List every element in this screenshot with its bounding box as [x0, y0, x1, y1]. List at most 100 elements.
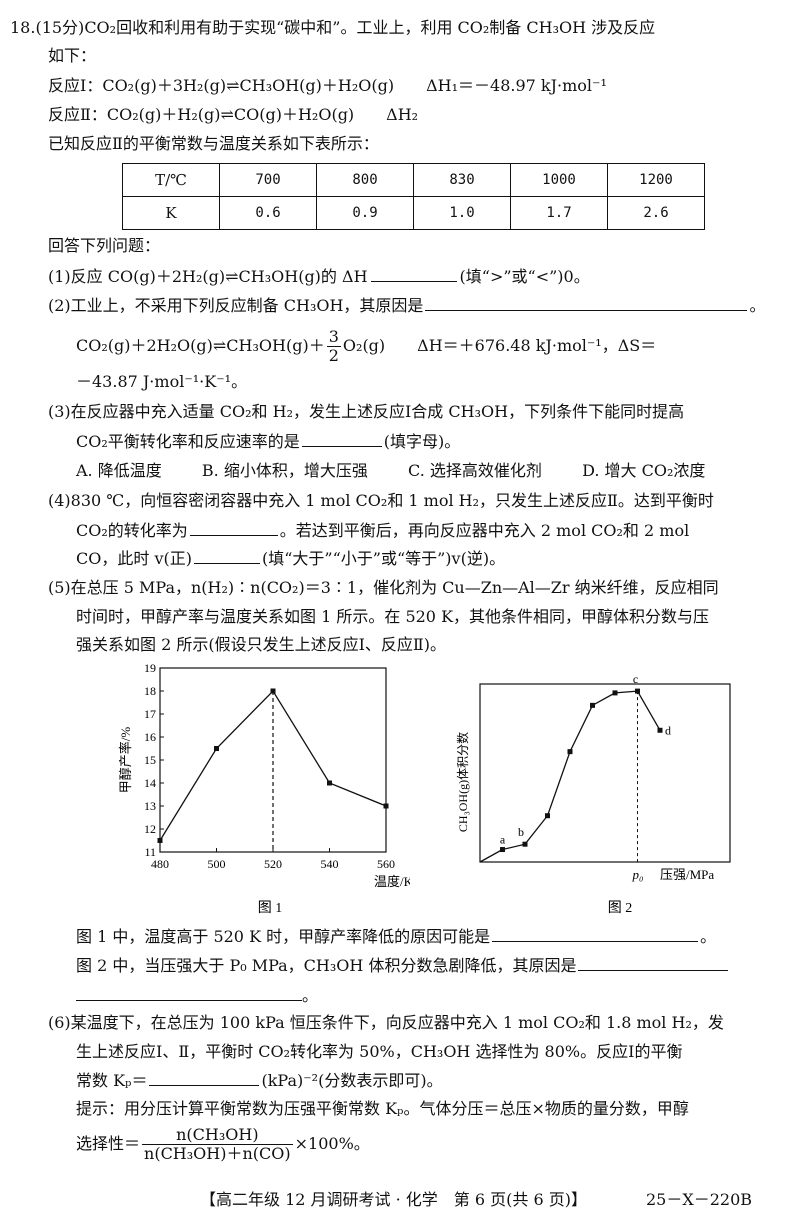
q2-answer-blank[interactable] — [425, 294, 748, 311]
q5-fig2-text: 图 2 中，当压强大于 P₀ MPa，CH₃OH 体积分数急剧降低，其原因是 — [76, 956, 577, 975]
table-cell-temp: 700 — [219, 163, 317, 197]
q2-eq-left: CO₂(g)＋2H₂O(g)⇌CH₃OH(g)＋ — [76, 336, 325, 355]
figure-1-data-point — [270, 688, 276, 694]
q5-fig2-blank-1[interactable] — [578, 954, 729, 971]
figure-2-point-label: b — [518, 825, 524, 839]
q6-kp-text: 常数 Kₚ＝ — [76, 1071, 148, 1090]
figure-2-data-point — [567, 749, 573, 755]
figure-2-p0-tick: p₀ — [631, 867, 643, 882]
table-cell-k: 1.7 — [510, 196, 608, 230]
q2-frac-den: 2 — [328, 346, 339, 365]
q3-option-b: B. 缩小体积，增大压强 — [201, 461, 368, 480]
question-number: 18. — [10, 18, 36, 37]
reaction-1: 反应Ⅰ：CO₂(g)＋3H₂(g)⇌CH₃OH(g)＋H₂O(g) ΔH₁＝－4… — [48, 76, 607, 95]
figure-2-point-label: a — [500, 833, 506, 847]
q5-fig1-question: 图 1 中，温度高于 520 K 时，甲醇产率降低的原因可能是 。 — [76, 925, 716, 948]
figure-1-ytick-label: 14 — [144, 776, 156, 790]
q1-answer-blank[interactable] — [370, 265, 457, 282]
table-header-k: K — [122, 196, 220, 230]
question-header: 18.(15分)CO₂回收和利用有助于实现“碳中和”。工业上，利用 CO₂制备 … — [10, 17, 655, 39]
q6-sel-num: n(CH₃OH) — [142, 1126, 293, 1145]
figure-1-ytick-label: 17 — [144, 707, 156, 721]
q2-equation: CO₂(g)＋2H₂O(g)⇌CH₃OH(g)＋ 3 2 O₂(g) ΔH＝＋676.… — [76, 328, 656, 365]
q2-text: (2)工业上，不采用下列反应制备 CH₃OH，其原因是 — [48, 296, 424, 315]
q5-fig2-blank-2[interactable] — [76, 984, 302, 1001]
table-cell-temp: 830 — [413, 163, 511, 197]
figure-1-xtick-label: 540 — [321, 857, 339, 871]
q5-fig1-blank[interactable] — [492, 925, 699, 942]
figure-2-data-point — [500, 847, 505, 853]
q3-answer-blank[interactable] — [301, 430, 382, 447]
q6-selectivity-formula: 选择性＝ n(CH₃OH) n(CH₃OH)＋n(CO) ×100%。 — [76, 1124, 370, 1164]
q6-kp-unit: (kPa)⁻²(分数表示即可)。 — [261, 1071, 443, 1090]
q6-line2: 生上述反应Ⅰ、Ⅱ，平衡时 CO₂转化率为 50%，CH₃OH 选择性为 80%。… — [76, 1042, 683, 1061]
figure-1-ytick-label: 19 — [144, 661, 156, 675]
q3-hint: (填字母)。 — [383, 432, 461, 451]
figure-2-data-point — [612, 690, 618, 696]
q3-option-c: C. 选择高效催化剂 — [408, 461, 542, 480]
q5-fig2-question: 图 2 中，当压强大于 P₀ MPa，CH₃OH 体积分数急剧降低，其原因是 — [76, 954, 729, 977]
q3-option-a: A. 降低温度 — [76, 461, 162, 480]
question-intro-line2: 如下： — [48, 46, 97, 65]
q6-sel-tail: ×100%。 — [294, 1134, 370, 1153]
figure-2-caption: 图 2 — [608, 901, 633, 916]
figure-2-series-line — [479, 690, 661, 863]
q6-hint: 提示：用分压计算平衡常数为压强平衡常数 Kₚ。气体分压＝总压×物质的量分数，甲醇 — [76, 1099, 689, 1118]
q5-fig1-text: 图 1 中，温度高于 520 K 时，甲醇产率降低的原因可能是 — [76, 927, 491, 946]
figure-2-ylabel: CH₃OH(g)体积分数 — [455, 732, 470, 832]
q6-kp-blank[interactable] — [149, 1069, 260, 1086]
table-cell-k: 0.6 — [219, 196, 317, 230]
q3-text: CO₂平衡转化率和反应速率的是 — [76, 432, 300, 451]
figure-1-caption: 图 1 — [258, 901, 283, 916]
q4-rate-text: CO，此时 v(正) — [76, 549, 192, 568]
q6-sel-den: n(CH₃OH)＋n(CO) — [144, 1144, 291, 1163]
figure-1-xtick-label: 520 — [264, 857, 282, 871]
q5-line2: 时间时，甲醇产率与温度关系如图 1 所示。在 520 K，其他条件相同，甲醇体积… — [76, 607, 710, 626]
figure-2-point-label: c — [633, 672, 638, 686]
figure-1-ytick-label: 12 — [144, 822, 156, 836]
figure-1-data-point — [383, 803, 389, 809]
figure-1-xtick-label: 480 — [151, 857, 169, 871]
figure-1-xlabel: 温度/K — [374, 874, 410, 889]
figure-1-ytick-label: 13 — [144, 799, 156, 813]
q2-period: 。 — [749, 296, 766, 315]
question-intro-line1: CO₂回收和利用有助于实现“碳中和”。工业上，利用 CO₂制备 CH₃OH 涉及… — [84, 18, 656, 37]
figure-2-data-point — [590, 702, 595, 708]
figure-1-ylabel: 甲醇产率/% — [118, 727, 133, 794]
q4-line3: CO，此时 v(正) (填“大于”“小于”或“等于”)v(逆)。 — [76, 547, 505, 570]
q3-line1: (3)在反应器中充入适量 CO₂和 H₂，发生上述反应Ⅰ合成 CH₃OH，下列条… — [48, 402, 685, 421]
q4-rate-blank[interactable] — [193, 547, 260, 564]
figure-2-data-point — [635, 688, 640, 694]
q4-conversion-blank[interactable] — [189, 519, 278, 536]
figure-1-ytick-label: 15 — [144, 753, 156, 767]
figure-2-data-point — [545, 813, 550, 819]
q3-options: A. 降低温度 B. 缩小体积，增大压强 C. 选择高效催化剂 D. 增大 CO… — [76, 460, 705, 482]
figure-2-data-point — [522, 841, 528, 847]
q5-line1: (5)在总压 5 MPa，n(H₂)∶n(CO₂)＝3∶1，催化剂为 Cu—Zn… — [48, 578, 719, 597]
q1-text: (1)反应 CO(g)＋2H₂(g)⇌CH₃OH(g)的 ΔH — [48, 267, 368, 286]
figure-1-data-point — [157, 838, 163, 843]
figure-2-chart: ab c d CH₃OH(g)体积分数 p₀ 压强/MPa 图 2 — [455, 672, 731, 916]
figure-1-data-point — [214, 746, 219, 751]
table-header-temperature: T/℃ — [122, 163, 220, 197]
equilibrium-constant-table: T/℃ 700 800 830 1000 1200 K 0.6 0.9 1.0 … — [122, 163, 705, 230]
figure-1-xtick-label: 560 — [377, 857, 395, 871]
q4-line1: (4)830 ℃，向恒容密闭容器中充入 1 mol CO₂和 1 mol H₂，… — [48, 491, 714, 510]
q1-hint: (填“>”或“<”)0。 — [459, 267, 590, 286]
table-cell-k: 0.9 — [316, 196, 414, 230]
q2-frac-num: 3 — [326, 327, 341, 347]
q4-text: CO₂的转化率为 — [76, 521, 188, 540]
figure-1-ytick-label: 18 — [144, 684, 156, 698]
q5-fig2-period: 。 — [302, 986, 319, 1005]
q5-fig2-question-cont: 。 — [76, 984, 318, 1007]
q5-line3: 强关系如图 2 所示(假设只发生上述反应Ⅰ、反应Ⅱ)。 — [76, 635, 447, 654]
answer-intro: 回答下列问题： — [48, 236, 161, 255]
figure-2-xlabel: 压强/MPa — [660, 867, 714, 882]
figure-1-xtick-label: 500 — [208, 857, 226, 871]
q2-line3: －43.87 J·mol⁻¹·K⁻¹。 — [76, 372, 248, 391]
q3-line2: CO₂平衡转化率和反应速率的是 (填字母)。 — [76, 430, 460, 453]
figure-1-chart: 11 12 13 14 15 16 17 18 19 480 500 520 540 560 甲醇产率/%… — [118, 661, 410, 916]
table-cell-temp: 800 — [316, 163, 414, 197]
table-cell-temp: 1200 — [607, 163, 705, 197]
